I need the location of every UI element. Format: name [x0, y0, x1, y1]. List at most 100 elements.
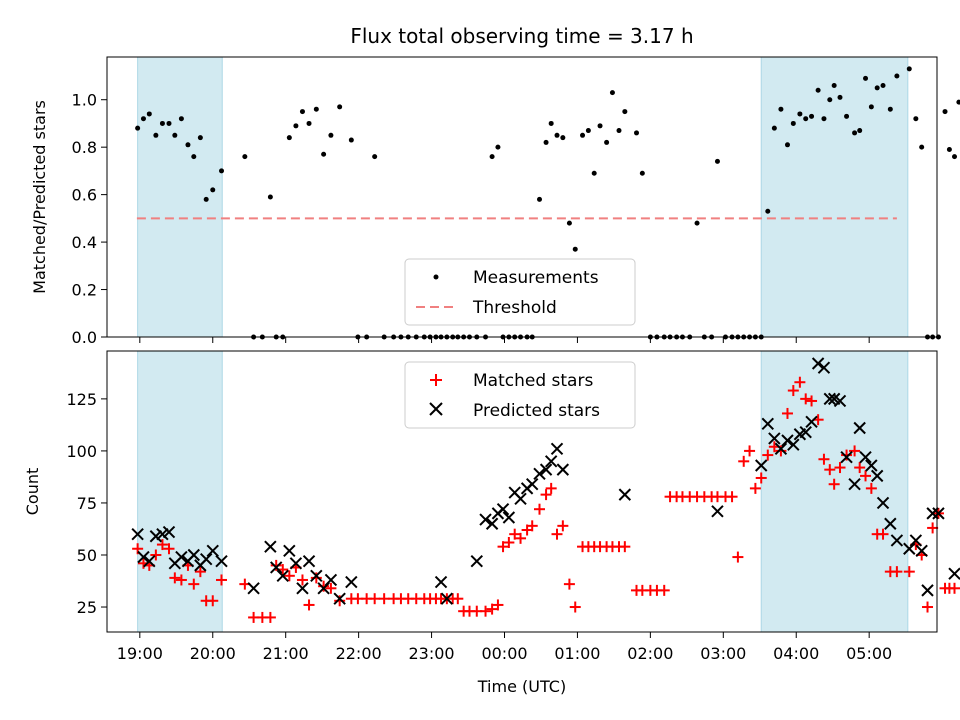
measurement-point: [328, 132, 334, 138]
measurement-point: [560, 135, 566, 141]
measurement-point: [815, 87, 821, 93]
predicted-point: [805, 415, 818, 428]
predicted-point: [276, 569, 289, 583]
count-panel: 25 50 75 100 125 19:00 20:00 21:00 22:00 23:00 00…: [23, 350, 960, 696]
measurement-point: [293, 123, 299, 129]
matched-point: [738, 455, 750, 467]
measurement-point: [906, 66, 912, 72]
y-tick-label: 0.6: [72, 186, 97, 205]
y-tick-label: 0.0: [72, 328, 97, 347]
matched-point: [207, 595, 219, 607]
matched-point: [834, 462, 846, 474]
measurement-point: [267, 194, 273, 200]
predicted-point: [137, 550, 150, 564]
matched-point: [922, 601, 934, 613]
measurement-point: [140, 116, 146, 122]
x-tick-label: 23:00: [409, 644, 455, 663]
x-tick-label: 22:00: [336, 644, 382, 663]
matched-point: [509, 528, 521, 540]
predicted-point: [823, 392, 836, 406]
predicted-point: [162, 525, 176, 539]
x-tick-label: 19:00: [117, 644, 163, 663]
measurement-point: [585, 128, 591, 134]
matched-point: [744, 445, 756, 457]
predicted-point: [289, 557, 303, 570]
y-tick-label: 75: [77, 494, 97, 513]
legend-measurement-marker: [433, 274, 439, 280]
predicted-point: [539, 463, 553, 476]
ratio-ylabel: Matched/Predicted stars: [30, 100, 49, 294]
predicted-point: [909, 534, 923, 547]
matched-point: [551, 528, 563, 540]
measurement-point: [894, 73, 900, 79]
matched-point: [775, 445, 787, 457]
y-tick-label: 100: [66, 442, 97, 461]
matched-point: [557, 520, 569, 532]
x-tick-label: 20:00: [190, 644, 236, 663]
matched-point: [545, 482, 557, 494]
matched-point: [787, 385, 799, 397]
measurement-point: [554, 132, 560, 138]
y-tick-label: 25: [77, 598, 97, 617]
predicted-point: [768, 432, 781, 445]
matched-point: [806, 395, 818, 407]
measurement-point: [572, 246, 578, 252]
measurement-point: [844, 113, 850, 119]
legend-matched-marker: [430, 374, 442, 386]
measurement-point: [537, 196, 543, 202]
measurement-point: [874, 85, 880, 91]
matched-point: [563, 578, 575, 590]
y-tick-label: 1.0: [72, 91, 97, 110]
measurement-point: [946, 147, 952, 153]
y-tick-label: 0.8: [72, 138, 97, 157]
ratio-panel-frame: [106, 56, 938, 338]
matched-point: [194, 566, 206, 578]
predicted-point: [853, 421, 866, 435]
matched-point: [891, 566, 903, 578]
observing-window-shade: [137, 350, 223, 633]
measurement-point: [634, 130, 640, 136]
matched-point: [800, 393, 812, 405]
legend-predicted-marker: [429, 402, 443, 416]
ratio-panel: 0.0 0.2 0.4 0.6 0.8 1.0 Matched/Predicted sta…: [30, 56, 960, 347]
measurement-point: [694, 220, 700, 226]
predicted-point: [833, 394, 847, 408]
matched-point: [818, 453, 830, 465]
predicted-point: [799, 425, 812, 439]
observing-window-shade: [137, 56, 223, 338]
predicted-point: [199, 552, 213, 566]
measurement-point: [166, 120, 172, 126]
measurement-point: [313, 106, 319, 112]
x-tick-label: 21:00: [263, 644, 309, 663]
matched-point: [452, 593, 464, 605]
count-legend-box: [404, 361, 636, 429]
measurement-point: [597, 123, 603, 129]
measurement-point: [543, 139, 549, 145]
matched-point: [860, 470, 872, 482]
measurement-point: [784, 142, 790, 148]
measurement-point: [191, 154, 197, 160]
matched-point: [480, 605, 492, 617]
measurement-point: [210, 187, 216, 193]
matched-point: [927, 522, 939, 534]
predicted-point: [247, 582, 260, 595]
count-legend: Matched stars Predicted stars: [404, 361, 636, 429]
predicted-point: [550, 442, 564, 456]
measurement-point: [197, 135, 203, 141]
measurement-point: [219, 168, 225, 174]
matched-point: [540, 489, 552, 501]
measurement-point: [616, 128, 622, 134]
matched-point: [824, 464, 836, 476]
measurement-point: [821, 116, 827, 122]
predicted-point: [526, 478, 539, 491]
measurement-point: [372, 154, 378, 160]
ratio-legend: Measurements Threshold: [404, 258, 636, 326]
legend-threshold-label: Threshold: [472, 298, 557, 318]
matched-point: [503, 536, 515, 548]
predicted-point: [903, 542, 916, 555]
predicted-point: [811, 357, 825, 370]
matched-point: [163, 543, 175, 555]
predicted-point: [302, 555, 316, 568]
predicted-point: [514, 492, 527, 505]
measurement-point: [159, 120, 165, 126]
